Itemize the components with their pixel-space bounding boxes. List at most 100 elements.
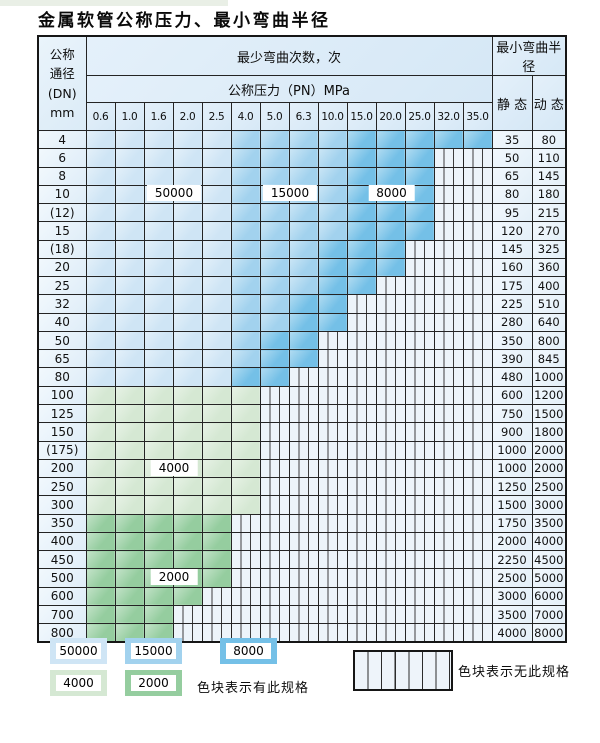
spec-cell [230, 458, 261, 479]
nospec-cell [172, 623, 203, 643]
nospec-cell [288, 440, 319, 460]
spec-cell [288, 166, 319, 186]
dn-cell: 200 [37, 458, 87, 479]
nospec-cell [288, 367, 319, 387]
nospec-cell [462, 586, 493, 606]
spec-cell [259, 184, 290, 205]
table-wrap: 公称 通径 (DN) mm 最少弯曲次数，次 最小弯曲半径 公称压力（PN）MP… [37, 35, 568, 643]
dynamic-value-cell: 110 [531, 148, 567, 168]
spec-cell [230, 257, 261, 278]
nospec-cell [346, 623, 377, 643]
spec-cell [346, 129, 377, 150]
nospec-cell [259, 477, 290, 497]
pressure-tick-cell: 6.3 [288, 102, 319, 131]
nospec-cell [375, 440, 406, 460]
nospec-cell [259, 531, 290, 552]
table-row: 80 480 1000 [37, 367, 567, 387]
nospec-cell [201, 586, 232, 606]
spec-cell [288, 349, 319, 369]
nospec-cell [375, 349, 406, 369]
nospec-cell [259, 623, 290, 643]
nospec-cell [433, 531, 464, 552]
nospec-cell [462, 604, 493, 625]
nospec-cell [404, 513, 435, 533]
spec-cell [230, 403, 261, 424]
spec-cell [375, 203, 406, 223]
nospec-cell [462, 623, 493, 643]
static-value-cell: 35 [491, 129, 533, 150]
spec-cell [143, 495, 174, 515]
spec-cell [201, 550, 232, 570]
nospec-cell [404, 330, 435, 351]
static-value-cell: 160 [491, 257, 533, 278]
spec-cell [85, 349, 116, 369]
spec-cell [114, 294, 145, 314]
spec-cell [201, 257, 232, 278]
nospec-cell [317, 330, 348, 351]
dynamic-value-cell: 1000 [531, 367, 567, 387]
spec-cell [201, 403, 232, 424]
dn-cell: 10 [37, 184, 87, 205]
spec-cell [143, 349, 174, 369]
nospec-cell [404, 531, 435, 552]
nospec-cell [404, 477, 435, 497]
spec-cell [114, 385, 145, 405]
spec-cell [317, 276, 348, 296]
spec-cell [85, 531, 116, 552]
legend-swatch-value: 2000 [131, 675, 176, 691]
dn-header-line: mm [50, 104, 75, 120]
nospec-cell [375, 495, 406, 515]
spec-cell [259, 221, 290, 241]
nospec-cell [433, 294, 464, 314]
static-value-cell: 1000 [491, 458, 533, 479]
spec-cell [143, 385, 174, 405]
table-row: 800 4000 8000 [37, 623, 567, 643]
spec-cell [114, 586, 145, 606]
spec-cell [85, 604, 116, 625]
nospec-cell [288, 604, 319, 625]
spec-cell [230, 495, 261, 515]
spec-cell [172, 148, 203, 168]
dn-cell: 4 [37, 129, 87, 150]
nospec-cell [288, 458, 319, 479]
spec-cell [85, 312, 116, 332]
spec-cell [288, 203, 319, 223]
static-value-cell: 480 [491, 367, 533, 387]
spec-cell [230, 166, 261, 186]
spec-cell [114, 221, 145, 241]
nospec-cell [346, 477, 377, 497]
nospec-cell [433, 148, 464, 168]
dynamic-value-cell: 1500 [531, 403, 567, 424]
nospec-cell [433, 422, 464, 442]
dn-cell: 50 [37, 330, 87, 351]
spec-cell [230, 477, 261, 497]
nospec-cell [375, 403, 406, 424]
dn-header-line: (DN) [47, 85, 77, 101]
static-value-cell: 1750 [491, 513, 533, 533]
spec-cell [201, 166, 232, 186]
nospec-cell [433, 367, 464, 387]
table-row: 25 175 400 [37, 276, 567, 296]
nospec-cell [317, 550, 348, 570]
nospec-cell [404, 367, 435, 387]
nospec-cell [346, 586, 377, 606]
spec-cell [114, 184, 145, 205]
nospec-cell [433, 239, 464, 259]
spec-cell [259, 367, 290, 387]
spec-cell [172, 203, 203, 223]
dynamic-value-cell: 145 [531, 166, 567, 186]
nospec-cell [317, 403, 348, 424]
spec-cell [85, 129, 116, 150]
spec-cell [230, 312, 261, 332]
static-value-cell: 600 [491, 385, 533, 405]
spec-cell [346, 148, 377, 168]
nospec-cell [462, 531, 493, 552]
spec-cell [288, 276, 319, 296]
static-value-cell: 175 [491, 276, 533, 296]
spec-cell [230, 440, 261, 460]
spec-cell [201, 349, 232, 369]
table-row: 32 225 510 [37, 294, 567, 314]
nospec-cell [462, 148, 493, 168]
legend-swatch-value: 15000 [131, 643, 176, 659]
dn-cell: 700 [37, 604, 87, 625]
